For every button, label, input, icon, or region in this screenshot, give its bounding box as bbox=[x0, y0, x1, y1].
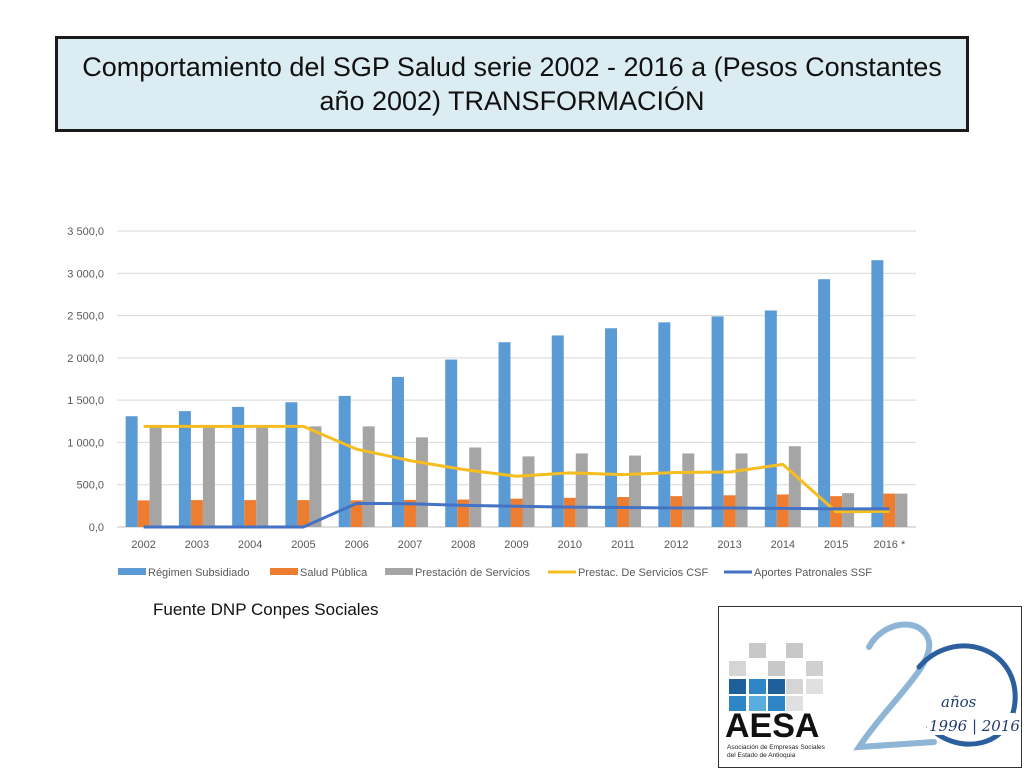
legend-label: Salud Pública bbox=[300, 567, 368, 579]
x-tick-label: 2016 * bbox=[873, 539, 906, 551]
bar bbox=[232, 406, 245, 527]
bar bbox=[617, 496, 630, 527]
title-box: Comportamiento del SGP Salud serie 2002 … bbox=[55, 36, 969, 132]
bar bbox=[178, 411, 191, 527]
x-tick-label: 2009 bbox=[504, 539, 528, 551]
legend-label: Aportes Patronales SSF bbox=[754, 567, 872, 579]
bar bbox=[256, 426, 269, 527]
bar bbox=[415, 437, 428, 527]
bar bbox=[498, 342, 511, 527]
y-tick-label: 2 000,0 bbox=[67, 353, 104, 365]
x-tick-label: 2014 bbox=[771, 539, 795, 551]
bar bbox=[575, 453, 588, 527]
bar bbox=[350, 500, 363, 527]
legend-label: Prestac. De Servicios CSF bbox=[578, 567, 708, 579]
legend-swatch bbox=[385, 568, 413, 575]
series-line bbox=[143, 501, 890, 529]
bar bbox=[895, 493, 908, 527]
bar bbox=[457, 499, 470, 527]
x-tick-label: 2008 bbox=[451, 539, 475, 551]
x-tick-label: 2010 bbox=[558, 539, 582, 551]
bar bbox=[723, 495, 736, 527]
x-tick-label: 2005 bbox=[291, 539, 315, 551]
y-tick-label: 3 000,0 bbox=[67, 268, 104, 280]
bar bbox=[403, 499, 416, 527]
logo-squares bbox=[729, 643, 823, 711]
y-tick-label: 2 500,0 bbox=[67, 311, 104, 323]
x-tick-label: 2004 bbox=[238, 539, 262, 551]
x-tick-label: 2003 bbox=[185, 539, 209, 551]
y-tick-label: 1 500,0 bbox=[67, 395, 104, 407]
logo-zero-ring bbox=[916, 643, 1018, 747]
legend-swatch bbox=[118, 568, 146, 575]
y-tick-label: 0,0 bbox=[89, 522, 104, 534]
logo-years-range: 1996 | 2016 bbox=[929, 717, 1020, 735]
y-tick-label: 3 500,0 bbox=[67, 226, 104, 238]
x-tick-label: 2002 bbox=[131, 539, 155, 551]
bar bbox=[362, 426, 375, 527]
logo-brand: AESA bbox=[725, 707, 819, 745]
chart: 0,0 500,0 1 000,0 1 500,0 2 000,0 2 500,0 3 00… bbox=[67, 226, 916, 579]
logo-years-word: años bbox=[941, 693, 977, 711]
bar bbox=[871, 260, 884, 527]
x-tick-label: 2013 bbox=[717, 539, 741, 551]
x-tick-label: 2015 bbox=[824, 539, 848, 551]
bar bbox=[285, 402, 298, 527]
source-note: Fuente DNP Conpes Sociales bbox=[153, 600, 379, 619]
bar bbox=[125, 416, 138, 527]
bar bbox=[338, 395, 351, 527]
x-tick-label: 2012 bbox=[664, 539, 688, 551]
bar bbox=[469, 447, 482, 527]
logo-subtitle-2: del Estado de Antioquia bbox=[727, 752, 796, 759]
bar bbox=[202, 426, 215, 527]
x-tick-label: 2006 bbox=[344, 539, 368, 551]
y-tick-label: 500,0 bbox=[76, 480, 104, 492]
legend-swatch bbox=[270, 568, 298, 575]
bar bbox=[149, 426, 162, 527]
bar bbox=[658, 322, 671, 527]
bar bbox=[776, 494, 789, 527]
x-tick-label: 2007 bbox=[398, 539, 422, 551]
logo-two-stroke bbox=[853, 621, 937, 751]
bar bbox=[711, 316, 724, 527]
x-tick-label: 2011 bbox=[611, 539, 635, 551]
bar bbox=[244, 500, 257, 527]
aesa-logo: AESA Asociación de Empresas Sociales del… bbox=[718, 606, 1022, 768]
y-tick-label: 1 000,0 bbox=[67, 437, 104, 449]
bar bbox=[629, 455, 642, 527]
page-title: Comportamiento del SGP Salud serie 2002 … bbox=[82, 52, 942, 116]
bar bbox=[391, 376, 404, 527]
bar bbox=[297, 500, 310, 527]
bar bbox=[735, 453, 748, 527]
bar bbox=[788, 446, 801, 527]
bar bbox=[818, 279, 831, 527]
bar bbox=[522, 456, 535, 527]
logo-graphic: AESA Asociación de Empresas Sociales del… bbox=[725, 621, 1020, 759]
bar bbox=[510, 498, 523, 527]
bar bbox=[563, 497, 576, 527]
series-line bbox=[143, 424, 890, 514]
bar bbox=[551, 335, 564, 527]
bar bbox=[670, 496, 683, 527]
bar bbox=[190, 500, 203, 527]
bar bbox=[309, 426, 322, 527]
logo-subtitle-1: Asociación de Empresas Sociales bbox=[727, 744, 826, 751]
bar bbox=[682, 453, 695, 527]
bar bbox=[445, 359, 458, 527]
legend-label: Prestación de Servicios bbox=[415, 567, 530, 579]
bar bbox=[137, 500, 150, 527]
legend-label: Régimen Subsidiado bbox=[148, 567, 250, 579]
bar bbox=[605, 328, 618, 527]
bar bbox=[764, 310, 777, 527]
